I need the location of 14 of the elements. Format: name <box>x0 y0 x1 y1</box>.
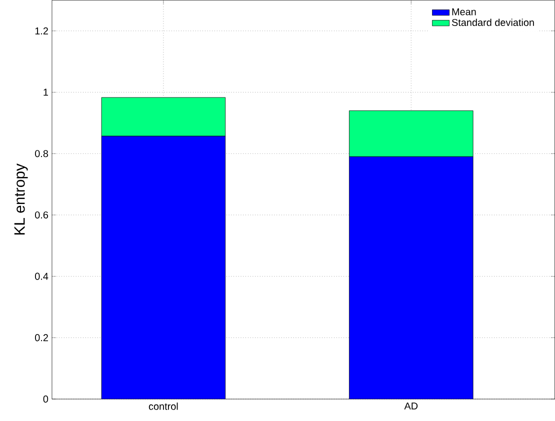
y-tick-label: 0 <box>43 396 48 403</box>
bar <box>101 136 226 400</box>
y-tick-label: 0.8 <box>35 150 48 158</box>
x-tick-label: AD <box>404 402 418 410</box>
legend-label: Standard deviation <box>452 18 534 26</box>
legend-label: Mean <box>452 8 476 16</box>
y-tick-label: 0.2 <box>35 334 48 342</box>
x-tick-label: control <box>148 402 178 410</box>
y-tick-label: 1.2 <box>35 27 48 34</box>
y-tick-label: 0.4 <box>35 272 48 280</box>
y-tick-label: 0.6 <box>35 211 48 218</box>
bar <box>349 156 474 400</box>
y-tick-label: 1 <box>44 88 48 96</box>
y-axis-title: KL entropy <box>14 164 28 235</box>
